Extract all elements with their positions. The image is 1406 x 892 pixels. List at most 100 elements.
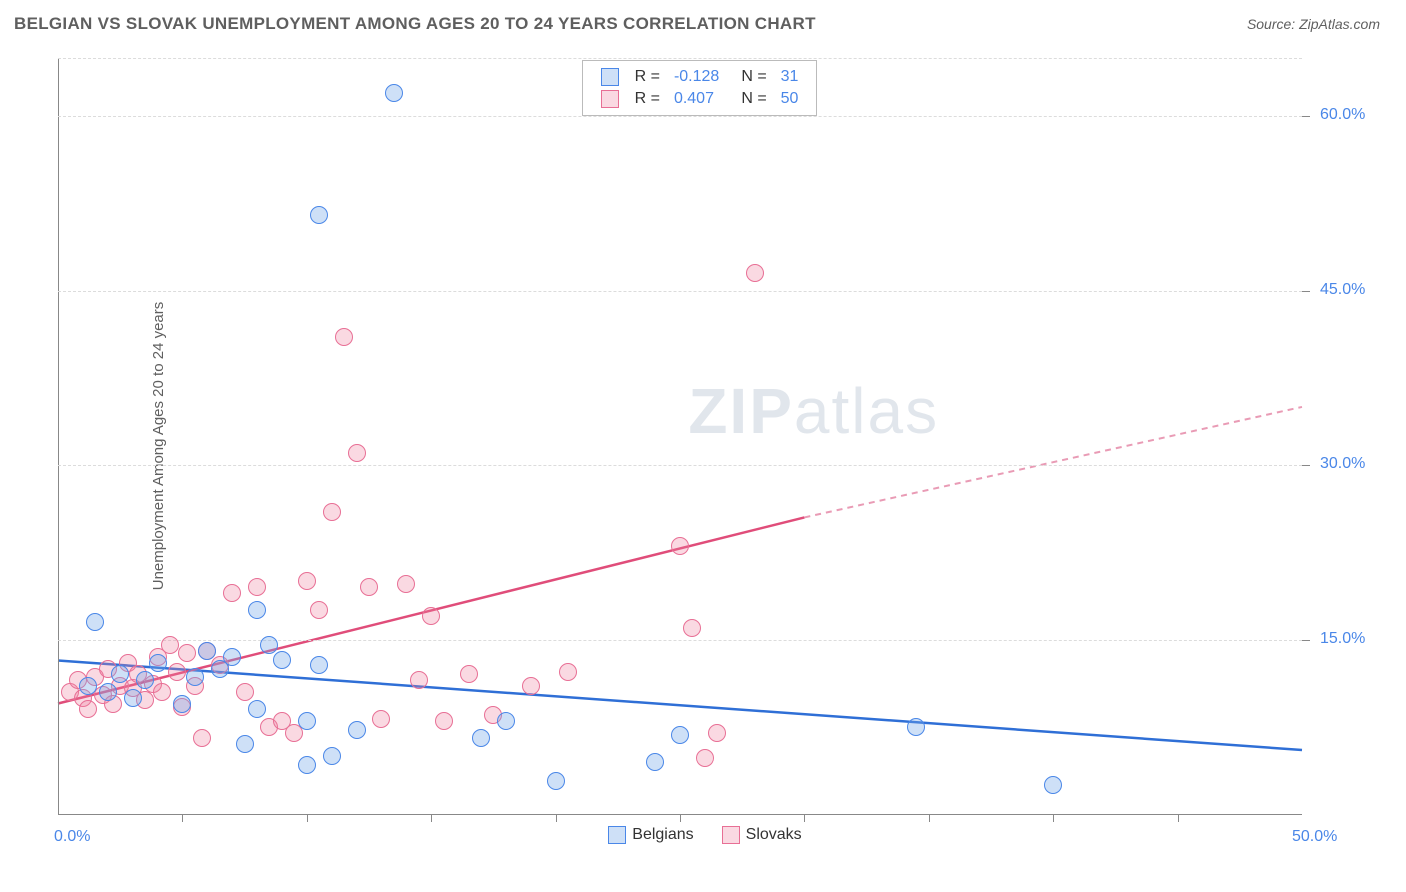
y-tick bbox=[1302, 640, 1310, 641]
slovaks-point bbox=[708, 724, 726, 742]
belgians-point bbox=[298, 712, 316, 730]
x-tick bbox=[1053, 814, 1054, 822]
belgians-point bbox=[111, 665, 129, 683]
legend-item: Belgians bbox=[608, 826, 693, 844]
slovaks-point bbox=[348, 444, 366, 462]
belgians-point bbox=[671, 726, 689, 744]
belgians-point bbox=[348, 721, 366, 739]
slovaks-point bbox=[683, 619, 701, 637]
slovaks-point bbox=[360, 578, 378, 596]
slovaks-point bbox=[671, 537, 689, 555]
belgians-point bbox=[323, 747, 341, 765]
belgians-point bbox=[497, 712, 515, 730]
belgians-point bbox=[248, 700, 266, 718]
belgians-point bbox=[186, 668, 204, 686]
belgians-point bbox=[907, 718, 925, 736]
watermark: ZIPatlas bbox=[688, 374, 939, 448]
slovaks-point bbox=[410, 671, 428, 689]
belgians-point bbox=[547, 772, 565, 790]
slovaks-point bbox=[435, 712, 453, 730]
x-tick bbox=[182, 814, 183, 822]
chart-container: Unemployment Among Ages 20 to 24 years Z… bbox=[48, 48, 1382, 844]
slovaks-point bbox=[422, 607, 440, 625]
slovaks-point bbox=[178, 644, 196, 662]
slovaks-point bbox=[310, 601, 328, 619]
y-axis-line bbox=[58, 58, 59, 814]
x-tick bbox=[804, 814, 805, 822]
x-tick bbox=[431, 814, 432, 822]
legend-n-label: N = bbox=[727, 89, 772, 109]
belgians-point bbox=[260, 636, 278, 654]
y-tick-label: 30.0% bbox=[1320, 455, 1365, 473]
belgians-point bbox=[124, 689, 142, 707]
grid-line bbox=[58, 58, 1302, 59]
slovaks-point bbox=[460, 665, 478, 683]
x-tick bbox=[929, 814, 930, 822]
grid-line bbox=[58, 640, 1302, 641]
belgians-point bbox=[149, 654, 167, 672]
slovaks-point bbox=[236, 683, 254, 701]
legend-item: Slovaks bbox=[722, 826, 802, 844]
slovaks-point bbox=[168, 663, 186, 681]
slovaks-point bbox=[193, 729, 211, 747]
grid-line bbox=[58, 465, 1302, 466]
belgians-point bbox=[298, 756, 316, 774]
legend-r-value: 0.407 bbox=[668, 89, 725, 109]
legend-swatch bbox=[722, 826, 740, 844]
x-tick-label: 50.0% bbox=[1292, 828, 1337, 846]
x-tick bbox=[1178, 814, 1179, 822]
belgians-point bbox=[385, 84, 403, 102]
belgians-point bbox=[198, 642, 216, 660]
y-tick-label: 15.0% bbox=[1320, 630, 1365, 648]
slovaks-point bbox=[79, 700, 97, 718]
legend-n-value: 50 bbox=[775, 89, 805, 109]
legend-r-label: R = bbox=[629, 67, 666, 87]
belgians-point bbox=[248, 601, 266, 619]
slovaks-point bbox=[248, 578, 266, 596]
slovaks-point bbox=[559, 663, 577, 681]
belgians-point bbox=[646, 753, 664, 771]
belgians-point bbox=[99, 683, 117, 701]
source-attribution: Source: ZipAtlas.com bbox=[1247, 16, 1380, 32]
slovaks-point bbox=[323, 503, 341, 521]
slovaks-point bbox=[335, 328, 353, 346]
legend-n-label: N = bbox=[727, 67, 772, 87]
grid-line bbox=[58, 291, 1302, 292]
y-tick bbox=[1302, 116, 1310, 117]
slovaks-point bbox=[223, 584, 241, 602]
legend-r-label: R = bbox=[629, 89, 666, 109]
slovaks-point bbox=[397, 575, 415, 593]
slovaks-point bbox=[372, 710, 390, 728]
belgians-point bbox=[236, 735, 254, 753]
belgians-point bbox=[86, 613, 104, 631]
belgians-point bbox=[273, 651, 291, 669]
slovaks-point bbox=[298, 572, 316, 590]
slovaks-point bbox=[746, 264, 764, 282]
legend-swatch bbox=[608, 826, 626, 844]
correlation-legend: R =-0.128N =31 R =0.407N =50 bbox=[582, 60, 818, 116]
belgians-point bbox=[136, 671, 154, 689]
y-tick bbox=[1302, 465, 1310, 466]
belgians-point bbox=[1044, 776, 1062, 794]
belgians-point bbox=[173, 695, 191, 713]
plot-area: ZIPatlas 15.0%30.0%45.0%60.0%0.0%50.0%R … bbox=[48, 48, 1382, 844]
slovaks-point bbox=[153, 683, 171, 701]
chart-title: BELGIAN VS SLOVAK UNEMPLOYMENT AMONG AGE… bbox=[14, 14, 816, 34]
x-tick-label: 0.0% bbox=[54, 828, 90, 846]
slovaks-point bbox=[161, 636, 179, 654]
x-tick bbox=[307, 814, 308, 822]
belgians-point bbox=[310, 656, 328, 674]
y-tick bbox=[1302, 291, 1310, 292]
belgians-point bbox=[223, 648, 241, 666]
x-tick bbox=[680, 814, 681, 822]
slovaks-point bbox=[696, 749, 714, 767]
slovaks-point bbox=[522, 677, 540, 695]
belgians-point bbox=[472, 729, 490, 747]
y-tick-label: 60.0% bbox=[1320, 106, 1365, 124]
legend-label: Slovaks bbox=[746, 826, 802, 843]
legend-n-value: 31 bbox=[775, 67, 805, 87]
series-legend: Belgians Slovaks bbox=[608, 826, 801, 844]
belgians-point bbox=[310, 206, 328, 224]
legend-r-value: -0.128 bbox=[668, 67, 725, 87]
belgians-point bbox=[79, 677, 97, 695]
